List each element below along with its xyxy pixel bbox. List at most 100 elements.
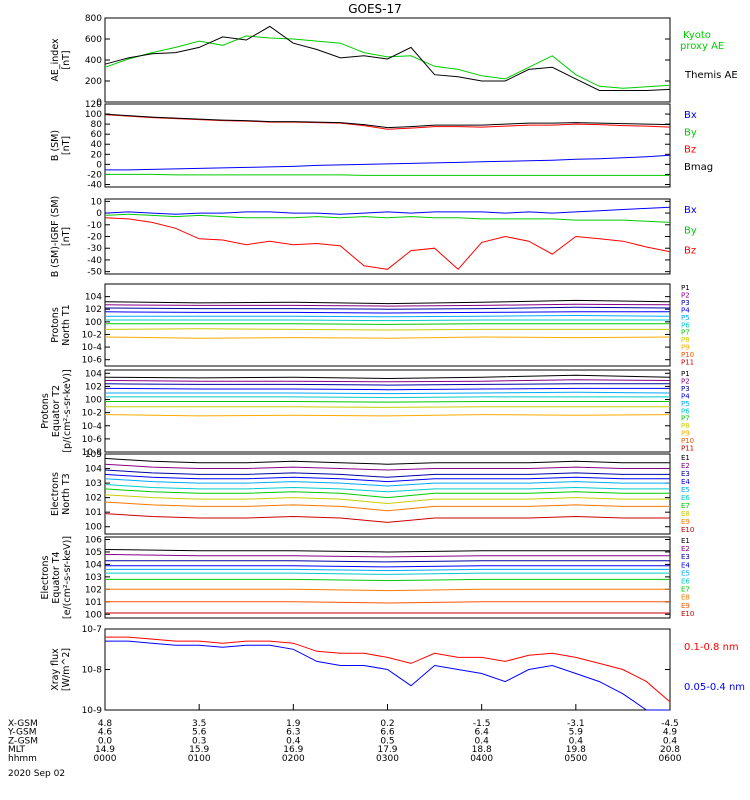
legend-label: P4 [681, 306, 690, 314]
y-tick-label: 10-8 [82, 448, 103, 458]
y-tick-label: 103 [85, 479, 102, 489]
legend-label: P11 [681, 445, 694, 453]
series-line-P1 [104, 299, 671, 305]
legend-label: E8 [681, 594, 690, 602]
y-tick-label: 10-4 [82, 422, 103, 432]
series-line-P3 [104, 306, 671, 310]
y-tick-label: 103 [85, 573, 102, 583]
legend-label: E4 [681, 478, 690, 486]
y-tick-label: 106 [85, 535, 102, 545]
y-tick-label: -20 [87, 233, 102, 243]
x-row-value: 0600 [659, 754, 682, 764]
series-line-E5 [104, 478, 670, 487]
x-row-value: 0400 [470, 754, 493, 764]
series-line-Bz [104, 114, 671, 130]
series-line-E3 [104, 469, 670, 478]
x-row-value: 5.9 [569, 728, 584, 738]
y-tick-label: 102 [85, 494, 102, 504]
legend-label: E3 [681, 470, 690, 478]
x-row-value: -1.5 [473, 719, 491, 729]
y-axis-label: Equator T4 [51, 551, 62, 603]
legend-label: Bx [684, 110, 697, 121]
y-tick-label: 10-2 [82, 330, 102, 340]
series-line-E6 [104, 484, 670, 493]
x-row-value: 6.3 [286, 728, 300, 738]
series-line-E7 [104, 488, 670, 499]
legend-label: E2 [681, 545, 690, 553]
x-row-value: 0.0 [98, 736, 113, 746]
legend-label: P9 [681, 344, 690, 352]
y-tick-label: 102 [85, 382, 102, 392]
legend-label: proxy AE [680, 41, 724, 52]
series-line-P2 [104, 303, 671, 307]
y-tick-label: 100 [85, 610, 102, 620]
y-tick-label: 104 [85, 560, 102, 570]
legend-label: E7 [681, 586, 690, 594]
legend-label: Kyoto [683, 30, 711, 41]
series-line-Kyoto-proxy-AE [104, 35, 671, 89]
x-row-value: 5.6 [192, 728, 207, 738]
series-line-E10 [104, 513, 670, 523]
series-line-Themis-AE [104, 25, 671, 91]
y-tick-label: 100 [85, 523, 102, 533]
y-axis-label: [nT] [61, 136, 72, 155]
legend-label: P9 [681, 430, 690, 438]
series-line-P3 [104, 383, 670, 386]
series-line-P5 [105, 314, 671, 318]
x-row-value: 14.9 [95, 745, 115, 755]
y-axis-label: Electrons [50, 472, 61, 516]
legend-label: 0.1-0.8 nm [684, 642, 739, 653]
x-row-value: 0500 [564, 754, 587, 764]
y-tick-label: 0 [96, 98, 102, 108]
x-row-value: 0.4 [663, 736, 678, 746]
x-row-value: -4.5 [661, 719, 679, 729]
panel-frame [104, 369, 671, 453]
legend-label: E3 [681, 553, 690, 561]
series-line-P7 [105, 401, 670, 403]
legend-label: E4 [681, 561, 690, 569]
x-row-value: 0300 [376, 754, 399, 764]
y-axis-label: Protons [40, 393, 51, 429]
y-tick-label: 105 [85, 548, 102, 558]
legend-label: P4 [681, 392, 690, 400]
y-axis-label: AE_index [50, 38, 61, 82]
legend-label: E9 [681, 518, 690, 526]
legend-label: E5 [681, 569, 690, 577]
series-line-P9 [104, 414, 671, 417]
x-row-value: 16.9 [283, 745, 303, 755]
legend-label: P2 [681, 291, 690, 299]
y-tick-label: 10-4 [82, 343, 103, 353]
y-tick-label: -30 [87, 244, 102, 254]
y-tick-label: 60 [91, 130, 103, 140]
series-line-P6 [105, 319, 670, 322]
y-tick-label: 10-6 [82, 356, 103, 366]
y-tick-label: 40 [91, 140, 103, 150]
legend-label: E8 [681, 510, 690, 518]
y-tick-label: -20 [87, 170, 102, 180]
chart-title: GOES-17 [348, 2, 402, 16]
legend-label: Themis AE [684, 70, 738, 81]
series-line-E9 [104, 501, 670, 512]
x-row-value: 0100 [188, 754, 211, 764]
series-line-E6 [105, 572, 670, 575]
legend-label: P2 [681, 377, 690, 385]
series-line-P4 [104, 387, 670, 391]
x-row-label: Y-GSM [7, 728, 36, 738]
date-label: 2020 Sep 02 [8, 769, 65, 779]
series-line-Bz [104, 217, 671, 271]
x-row-value: 19.8 [566, 745, 586, 755]
legend-label: E6 [681, 578, 690, 586]
x-row-value: 18.8 [472, 745, 492, 755]
series-line-E7 [105, 578, 670, 582]
y-axis-label: B (SM) [50, 130, 61, 161]
y-axis-label: Protons [50, 307, 61, 343]
y-tick-label: 101 [85, 508, 102, 518]
y-tick-label: 104 [85, 465, 102, 475]
x-row-value: 0.4 [569, 736, 584, 746]
series-line-By [105, 173, 670, 176]
y-tick-label: 102 [85, 585, 102, 595]
series-line-P9 [104, 336, 671, 339]
legend-label: P3 [681, 299, 690, 307]
panel-frame [104, 17, 671, 103]
series-line-E1 [104, 457, 670, 465]
